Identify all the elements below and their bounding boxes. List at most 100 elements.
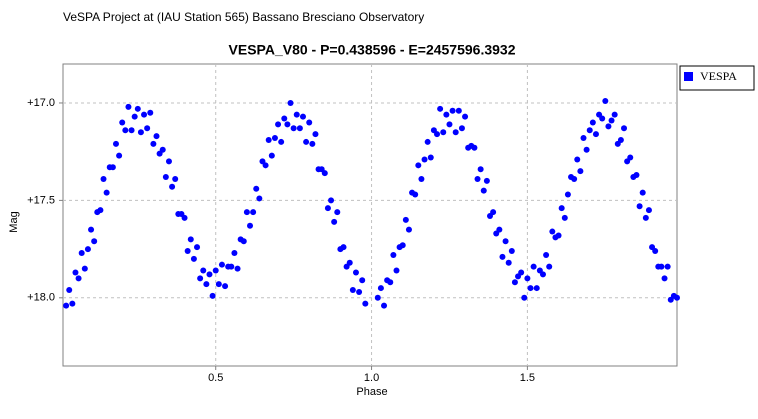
data-point	[165, 158, 172, 165]
data-point	[159, 146, 166, 153]
chart-title: VESPA_V80 - P=0.438596 - E=2457596.3932	[229, 42, 516, 58]
data-point	[346, 259, 353, 266]
data-point	[134, 105, 141, 112]
data-point	[256, 195, 263, 202]
data-point	[141, 111, 148, 118]
data-point	[437, 105, 444, 112]
data-point	[218, 261, 225, 268]
data-point	[636, 203, 643, 210]
data-point	[502, 238, 509, 245]
data-point	[602, 98, 609, 105]
data-point	[574, 156, 581, 163]
data-point	[72, 269, 79, 276]
data-point	[150, 140, 157, 147]
legend-swatch	[684, 72, 693, 81]
data-point	[349, 287, 356, 294]
data-point	[645, 207, 652, 214]
data-point	[374, 294, 381, 301]
data-point	[571, 175, 578, 182]
data-point	[415, 162, 422, 169]
data-point	[147, 109, 154, 116]
data-point	[265, 136, 272, 143]
data-point	[78, 249, 85, 256]
data-point	[103, 189, 110, 196]
data-point	[377, 285, 384, 292]
data-point	[546, 263, 553, 270]
data-point	[97, 207, 104, 214]
data-point	[658, 263, 665, 270]
data-point	[564, 191, 571, 198]
data-point	[290, 125, 297, 132]
data-point	[222, 283, 229, 290]
data-point	[530, 263, 537, 270]
data-point	[539, 271, 546, 278]
data-point	[172, 175, 179, 182]
data-point	[611, 111, 618, 118]
data-point	[137, 129, 144, 136]
data-point	[228, 263, 235, 270]
data-point	[577, 168, 584, 175]
data-point	[262, 162, 269, 169]
data-point	[458, 125, 465, 132]
data-point	[200, 267, 207, 274]
data-point	[674, 294, 680, 301]
data-point	[543, 251, 550, 258]
data-point	[555, 232, 562, 239]
data-point	[66, 287, 73, 294]
data-point	[125, 103, 132, 110]
data-point	[583, 146, 590, 153]
x-tick-label: 1.5	[520, 372, 535, 384]
data-point	[293, 111, 300, 118]
data-point	[402, 216, 409, 223]
data-point	[84, 246, 91, 253]
data-point	[287, 99, 294, 106]
data-point	[483, 177, 490, 184]
x-axis-label: Phase	[356, 386, 387, 398]
data-point	[271, 135, 278, 142]
data-point	[390, 251, 397, 258]
data-point	[296, 125, 303, 132]
data-point	[240, 238, 247, 245]
data-point	[153, 133, 160, 140]
data-point	[268, 152, 275, 159]
data-point	[533, 285, 540, 292]
legend-label: VESPA	[700, 69, 737, 83]
data-point	[81, 265, 88, 272]
data-point	[206, 271, 213, 278]
data-point	[496, 226, 503, 233]
data-point	[633, 172, 640, 179]
data-point	[455, 107, 462, 114]
data-point	[443, 111, 450, 118]
data-point	[109, 164, 116, 171]
data-point	[499, 253, 506, 260]
data-point	[169, 183, 176, 190]
data-point	[462, 113, 469, 120]
data-point	[144, 125, 151, 132]
data-point	[278, 138, 285, 145]
data-point	[586, 127, 593, 134]
data-point	[231, 249, 238, 256]
data-point	[599, 115, 606, 122]
data-point	[184, 248, 191, 255]
data-point	[446, 121, 453, 128]
data-point	[359, 277, 366, 284]
data-point	[474, 175, 481, 182]
y-axis-label: Mag	[8, 211, 20, 232]
y-tick-label: +18.0	[27, 292, 55, 304]
data-point	[334, 209, 341, 216]
y-tick-label: +17.5	[27, 194, 55, 206]
data-point	[328, 197, 335, 204]
data-point	[490, 209, 497, 216]
data-point	[250, 209, 257, 216]
data-point	[664, 263, 671, 270]
data-point	[247, 222, 254, 229]
data-point	[128, 127, 135, 134]
data-point	[63, 302, 70, 309]
data-point	[187, 236, 194, 243]
data-point	[88, 226, 95, 233]
data-point	[209, 292, 216, 299]
header: VeSPA Project at (IAU Station 565) Bassa…	[63, 10, 424, 24]
data-point	[639, 189, 646, 196]
data-point	[387, 279, 394, 286]
data-point	[281, 115, 288, 122]
